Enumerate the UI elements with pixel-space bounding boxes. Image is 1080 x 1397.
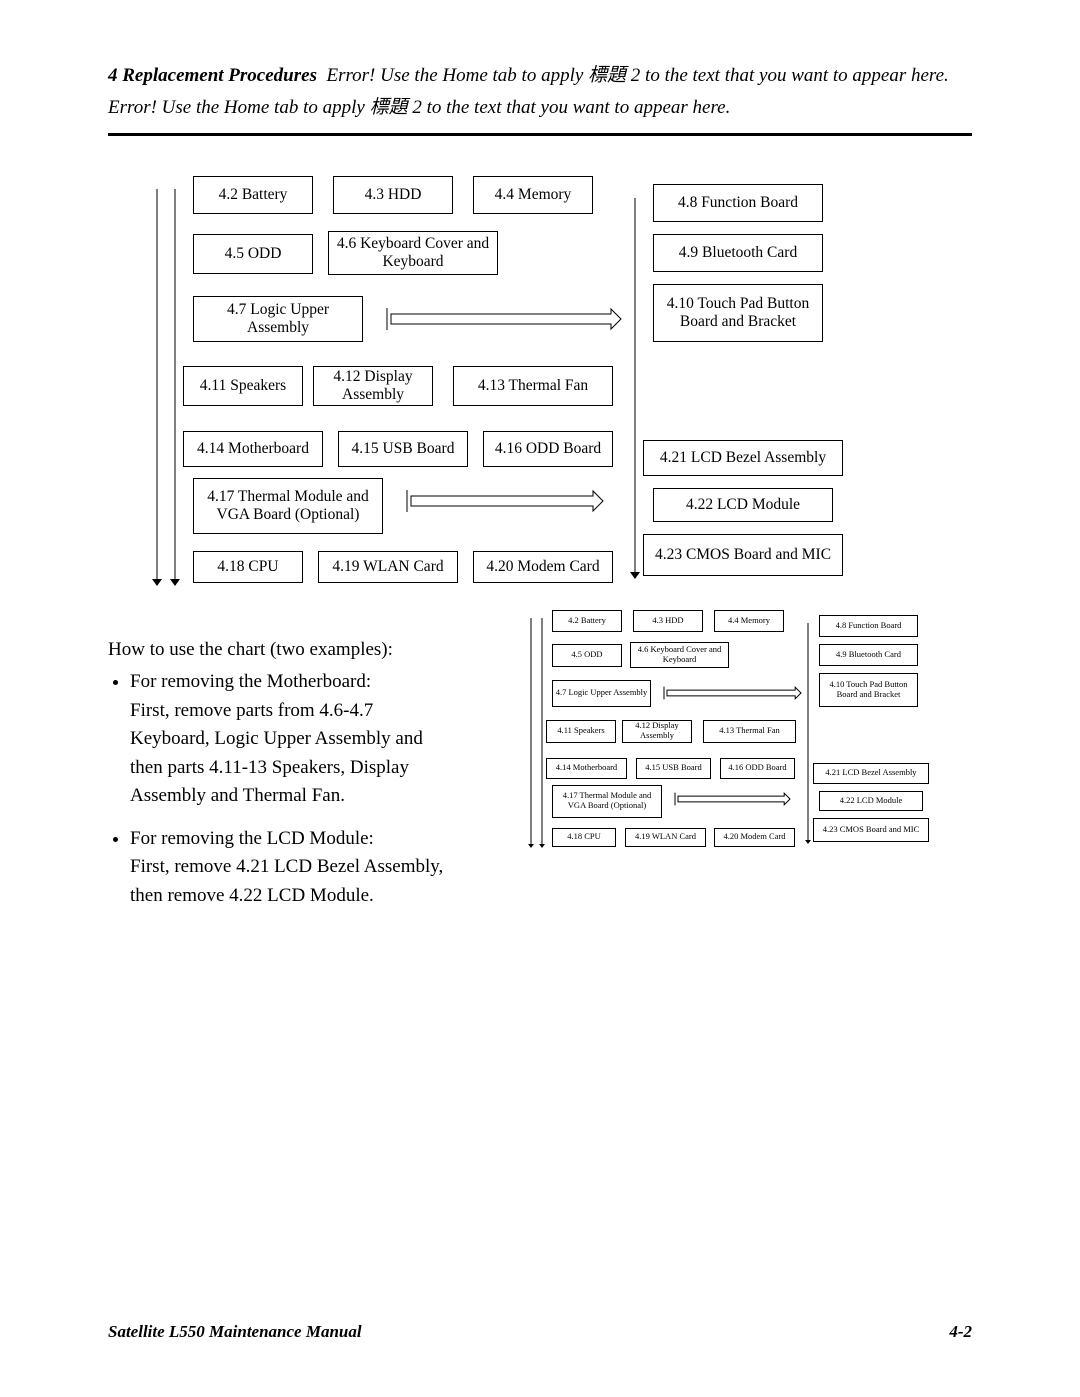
flowchart-box: 4.7 Logic Upper Assembly <box>552 680 651 707</box>
flowchart-box: 4.10 Touch Pad Button Board and Bracket <box>819 673 918 707</box>
flowchart-box: 4.10 Touch Pad Button Board and Bracket <box>653 284 823 342</box>
howto-section: How to use the chart (two examples): For… <box>108 606 972 925</box>
howto-item-body: First, remove parts from 4.6-4.7 Keyboar… <box>130 700 423 807</box>
page-header: 4 Replacement Procedures Error! Use the … <box>108 60 972 125</box>
flowchart-box: 4.2 Battery <box>552 610 622 632</box>
footer-manual-name: Satellite L550 Maintenance Manual <box>108 1322 362 1342</box>
flowchart-box: 4.13 Thermal Fan <box>453 366 613 406</box>
flowchart-box: 4.14 Motherboard <box>546 758 627 779</box>
flowchart-box: 4.22 LCD Module <box>653 488 833 522</box>
flowchart-box: 4.18 CPU <box>193 551 303 583</box>
flowchart-box: 4.16 ODD Board <box>720 758 795 779</box>
howto-intro: How to use the chart (two examples): <box>108 636 448 665</box>
flowchart-small-container: 4.2 Battery 4.3 HDD 4.4 Memory 4.8 Function… <box>488 610 993 860</box>
flowchart-box: 4.23 CMOS Board and MIC <box>813 818 929 842</box>
flowchart-box: 4.23 CMOS Board and MIC <box>643 534 843 576</box>
flowchart-box: 4.11 Speakers <box>546 720 616 743</box>
flowchart-box: 4.20 Modem Card <box>714 828 795 847</box>
flowchart-box: 4.17 Thermal Module and VGA Board (Optio… <box>193 478 383 534</box>
chapter-title: 4 Replacement Procedures <box>108 65 317 86</box>
flowchart-large: 4.2 Battery 4.3 HDD 4.4 Memory 4.8 Function… <box>143 176 953 606</box>
flowchart-box: 4.3 HDD <box>633 610 703 632</box>
flowchart-box: 4.19 WLAN Card <box>625 828 706 847</box>
flowchart-box: 4.14 Motherboard <box>183 431 323 467</box>
flowchart-box: 4.11 Speakers <box>183 366 303 406</box>
flowchart-box: 4.15 USB Board <box>636 758 711 779</box>
howto-list: For removing the Motherboard: First, rem… <box>108 668 448 910</box>
flowchart-box: 4.2 Battery <box>193 176 313 214</box>
howto-item: For removing the Motherboard: First, rem… <box>130 668 448 811</box>
flowchart-box: 4.22 LCD Module <box>819 791 923 811</box>
flowchart-box: 4.4 Memory <box>473 176 593 214</box>
page-footer: Satellite L550 Maintenance Manual 4-2 <box>108 1322 972 1342</box>
flowchart-box: 4.18 CPU <box>552 828 616 847</box>
flowchart-box: 4.20 Modem Card <box>473 551 613 583</box>
header-divider <box>108 133 972 136</box>
flowchart-box: 4.12 Display Assembly <box>622 720 692 743</box>
page: 4 Replacement Procedures Error! Use the … <box>0 0 1080 1397</box>
howto-item-title: For removing the LCD Module: <box>130 828 374 849</box>
flowchart-box: 4.21 LCD Bezel Assembly <box>813 763 929 784</box>
flowchart-box: 4.8 Function Board <box>819 615 918 637</box>
flowchart-box: 4.6 Keyboard Cover and Keyboard <box>630 642 729 668</box>
flowchart-box: 4.9 Bluetooth Card <box>819 644 918 666</box>
flowchart-box: 4.15 USB Board <box>338 431 468 467</box>
footer-page-number: 4-2 <box>949 1322 972 1342</box>
howto-item-body: First, remove 4.21 LCD Bezel Assembly, t… <box>130 856 443 906</box>
flowchart-box: 4.6 Keyboard Cover and Keyboard <box>328 231 498 275</box>
flowchart-box: 4.17 Thermal Module and VGA Board (Optio… <box>552 785 662 818</box>
flowchart-box: 4.4 Memory <box>714 610 784 632</box>
flowchart-box: 4.5 ODD <box>193 234 313 274</box>
flowchart-box: 4.12 Display Assembly <box>313 366 433 406</box>
flowchart-box: 4.7 Logic Upper Assembly <box>193 296 363 342</box>
howto-item: For removing the LCD Module: First, remo… <box>130 825 448 911</box>
flowchart-box: 4.21 LCD Bezel Assembly <box>643 440 843 476</box>
flowchart-box: 4.8 Function Board <box>653 184 823 222</box>
flowchart-box: 4.3 HDD <box>333 176 453 214</box>
flowchart-small: 4.2 Battery 4.3 HDD 4.4 Memory 4.8 Function… <box>523 610 993 860</box>
flowchart-box: 4.16 ODD Board <box>483 431 613 467</box>
howto-item-title: For removing the Motherboard: <box>130 671 371 692</box>
flowchart-box: 4.5 ODD <box>552 644 622 667</box>
flowchart-box: 4.9 Bluetooth Card <box>653 234 823 272</box>
howto-text: How to use the chart (two examples): For… <box>108 636 448 925</box>
flowchart-box: 4.19 WLAN Card <box>318 551 458 583</box>
flowchart-box: 4.13 Thermal Fan <box>703 720 796 743</box>
